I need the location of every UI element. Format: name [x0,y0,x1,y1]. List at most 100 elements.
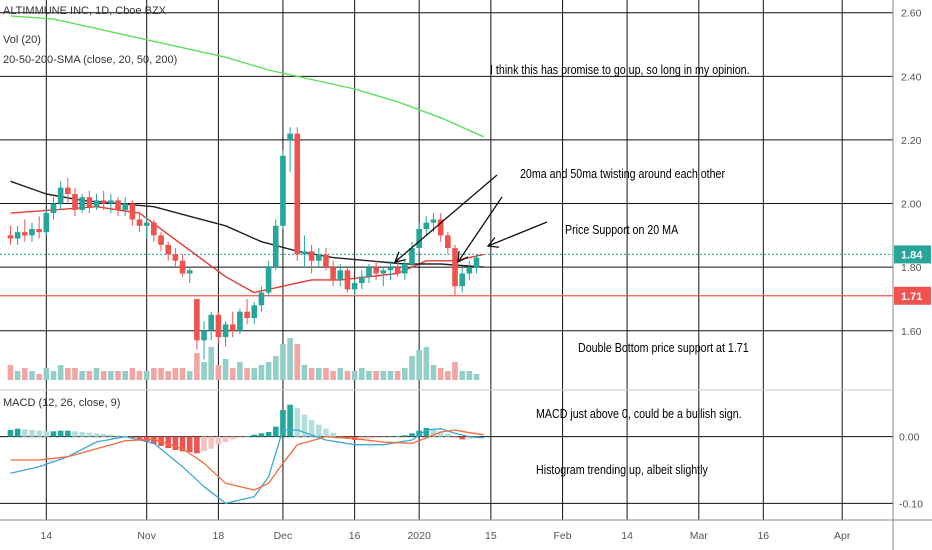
candle-body [43,213,50,233]
time-tick-label: Nov [137,530,156,542]
volume-bar [194,353,200,380]
macd-histogram-bar [402,435,408,437]
volume-bar [351,371,358,380]
candle-body [416,228,422,249]
macd-histogram-bar [93,433,100,437]
price-axis-background [893,0,932,550]
candle-body [115,200,121,210]
volume-bar [22,368,28,380]
macd-histogram-bar [380,436,387,438]
candle-body [308,251,315,261]
macd-histogram-bar [430,428,437,437]
macd-histogram-bar [172,436,179,450]
macd-histogram-bar [280,410,286,437]
candle-body [402,263,408,274]
time-tick-label: Mar [690,530,709,542]
volume-bar [430,365,437,380]
macd-histogram-bar [29,430,35,437]
support-price-badge-text: 1.71 [901,291,922,303]
macd-histogram-bar [65,430,71,437]
candle-body [129,203,136,220]
volume-bar [402,368,408,380]
candle-body [358,276,365,284]
volume-bar [409,356,415,380]
candle-body [301,251,308,255]
time-tick-label: Apr [834,530,851,542]
candle-body [459,273,465,287]
volume-bar [57,365,64,380]
macd-histogram-bar [151,436,157,444]
candle-body [437,219,444,236]
candle-body [337,270,344,280]
volume-bar [201,362,207,380]
volume-bar [358,368,365,380]
candle-body [351,283,358,290]
macd-histogram-bar [43,431,50,437]
time-tick-label: 16 [757,530,769,542]
candle-body [50,203,57,214]
candle-body [201,330,207,341]
time-tick-label: 2020 [407,530,431,542]
macd-histogram-bar [258,433,265,437]
volume-bar [136,371,143,380]
macd-histogram-bar [366,436,372,439]
arrow-twisting-2 [457,196,503,263]
candle-body [387,267,394,271]
macd-histogram-bar [287,404,293,437]
volume-bar [115,371,121,380]
macd-histogram-bar [308,420,315,437]
volume-bar [143,371,150,380]
volume-bar [108,371,114,380]
candle-body [251,305,258,319]
annotation-twisting: 20ma and 50ma twisting around each other [520,166,726,181]
candle-body [36,228,42,233]
macd-histogram-bar [466,436,473,439]
candle-body [108,200,114,204]
arrow-twisting-2-head [457,250,469,264]
grid-lines [0,0,893,520]
volume-bar [394,371,401,380]
macd-histogram-bar [136,436,143,440]
candle-body [22,232,28,236]
candle-body [258,292,265,306]
macd-histogram-bar [323,428,329,437]
volume-bar [287,338,293,380]
price-badges: 1.84 1.71 [894,245,931,305]
candle-body [72,194,78,210]
candle-body [222,324,229,338]
candle-body [423,222,430,229]
volume-bar [65,368,71,380]
current-price-badge-text: 1.84 [901,249,923,261]
macd-histogram-bar [358,436,365,440]
time-tick-label: Dec [274,530,293,542]
tick-labels: 1.60 1.80 2.00 2.20 2.40 2.60 0.00 -0.10 14 Nov 18… [40,8,923,542]
candle-body [29,228,35,236]
time-tick-label: 14 [40,530,52,542]
candle-body [165,244,172,255]
macd-histogram-bar [423,428,430,437]
macd-histogram-bar [373,436,379,438]
candle-body [86,197,93,207]
volume-bar [308,368,315,380]
candle-body [151,222,157,236]
volume-bar [459,371,465,380]
volume-bar [208,347,215,380]
candle-body [265,267,272,293]
macd-histogram-bar [294,408,301,437]
candle-body [158,235,164,245]
volume-bar [151,368,157,380]
volume-bar [323,368,329,380]
price-tick-label: 2.20 [901,135,922,147]
volume-bar [129,368,136,380]
candle-body [366,267,372,277]
volume-bar [330,371,336,380]
volume-bar [14,371,21,380]
volume-bar [387,371,394,380]
annotation-promise: I think this has promise to go up, so lo… [490,62,750,77]
candle-body [452,248,458,287]
macd-histogram-bar [272,426,279,437]
candle-body [100,200,107,204]
volume-bar [43,368,50,380]
candle-body [287,133,293,140]
volume-bar [473,374,480,380]
